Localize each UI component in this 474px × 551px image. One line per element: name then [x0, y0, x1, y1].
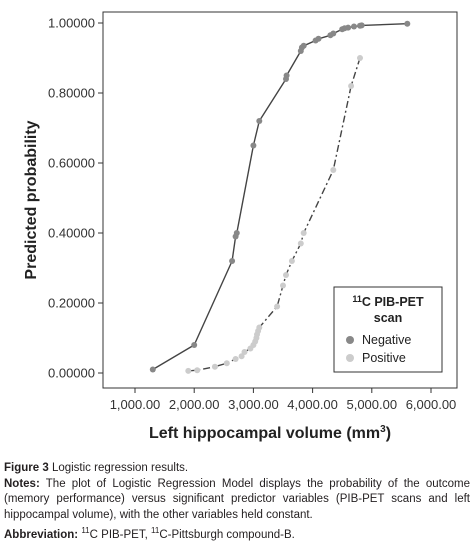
point-positive: [256, 324, 263, 331]
point-negative: [256, 118, 263, 124]
x-tick-label: 4,000.00: [287, 397, 338, 412]
figure-caption: Figure 3 Logistic regression results. No…: [4, 461, 470, 543]
abbreviation-label: Abbreviation:: [4, 528, 79, 541]
legend-marker-positive: [346, 354, 354, 362]
point-positive: [274, 303, 281, 310]
point-negative: [351, 23, 357, 30]
point-positive: [232, 356, 239, 362]
y-tick-label: 1.00000: [48, 16, 95, 31]
point-negative: [229, 258, 236, 264]
point-negative: [233, 230, 240, 236]
x-axis-title: Left hippocampal volume (mm3): [149, 424, 391, 442]
point-negative: [330, 30, 337, 37]
x-tick-label: 5,000.00: [346, 397, 397, 412]
chart: 1,000.00 2,000.00 3,000.00 4,000.00 5,000.00…: [23, 11, 458, 442]
x-tick-label: 6,000.00: [406, 397, 457, 412]
point-positive: [223, 360, 230, 367]
y-tick-label: 0.20000: [48, 296, 95, 311]
point-negative: [300, 42, 307, 49]
y-tick-label: 0.60000: [48, 156, 95, 171]
point-positive: [211, 363, 218, 370]
x-tick-label: 1,000.00: [110, 397, 161, 412]
point-negative: [191, 342, 198, 348]
point-positive: [194, 367, 201, 374]
point-negative: [358, 22, 365, 29]
point-positive: [297, 240, 304, 247]
plot-frame: [102, 11, 458, 389]
notes-text: The plot of Logistic Regression Model di…: [4, 477, 470, 521]
point-negative: [404, 20, 411, 27]
point-negative: [345, 24, 352, 31]
point-positive: [241, 349, 248, 355]
point-positive: [288, 258, 295, 264]
point-positive: [348, 83, 355, 89]
point-positive: [283, 272, 289, 278]
point-positive: [300, 230, 307, 236]
legend-title: 11C PIB-PET: [352, 294, 424, 309]
legend-label-negative: Negative: [362, 333, 411, 347]
y-axis-title: Predicted probability: [23, 120, 40, 279]
point-negative: [149, 366, 156, 373]
notes-label: Notes:: [4, 477, 40, 490]
legend: 11C PIB-PET scan Negative Positive: [333, 286, 443, 373]
point-positive: [238, 353, 245, 360]
axes: 1,000.00 2,000.00 3,000.00 4,000.00 5,000.00…: [48, 16, 456, 413]
point-positive: [330, 167, 337, 173]
legend-label-positive: Positive: [362, 351, 406, 365]
caption-line-notes: Notes: The plot of Logistic Regression M…: [4, 477, 470, 524]
point-positive: [357, 55, 363, 61]
point-negative: [250, 142, 257, 149]
curve-positive: [188, 57, 361, 372]
x-tick-label: 3,000.00: [228, 397, 279, 412]
caption-line-abbreviation: Abbreviation: 11C PIB-PET, 11C-Pittsburg…: [4, 523, 470, 543]
legend-marker-negative: [346, 336, 354, 344]
y-tick-label: 0.00000: [48, 366, 95, 381]
figure-text: Logistic regression results.: [51, 462, 189, 474]
series-points: [149, 20, 411, 374]
point-positive: [185, 367, 192, 374]
y-tick-label: 0.40000: [48, 226, 95, 241]
point-negative: [283, 72, 290, 79]
y-tick-label: 0.80000: [48, 86, 95, 101]
point-positive: [280, 282, 286, 289]
caption-line-figure: Figure 3 Logistic regression results.: [4, 461, 470, 477]
abbreviation-text: 11C PIB-PET, 11C-Pittsburgh compound-B.: [81, 526, 295, 541]
point-negative: [315, 35, 322, 42]
x-tick-label: 2,000.00: [169, 397, 220, 412]
figure-label: Figure 3: [4, 462, 49, 474]
legend-title-line2: scan: [374, 311, 403, 325]
